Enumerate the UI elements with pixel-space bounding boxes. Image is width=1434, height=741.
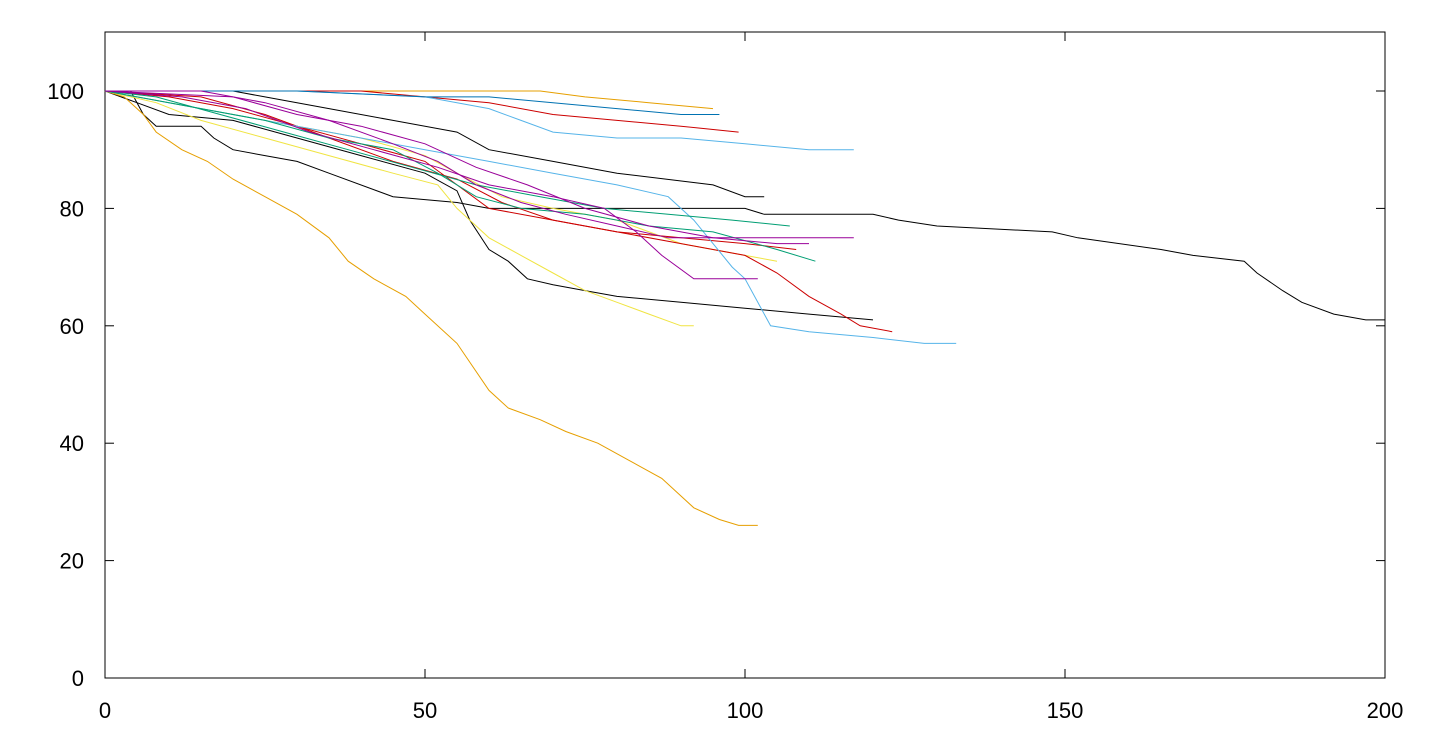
series-line-3 <box>105 90 765 198</box>
y-tick-label: 0 <box>72 666 84 691</box>
series-line-8 <box>104 90 893 333</box>
y-tick-label: 80 <box>60 196 84 221</box>
x-tick-label: 100 <box>727 698 764 723</box>
series-line-17 <box>104 90 758 280</box>
series-line-6 <box>104 90 694 327</box>
y-tick-label: 40 <box>60 431 84 456</box>
series-line-18 <box>104 90 809 245</box>
y-tick-label: 100 <box>47 79 84 104</box>
y-tick-label: 20 <box>60 549 84 574</box>
y-axis: 0 20 40 60 80 100 <box>47 79 1385 691</box>
series-line-7 <box>104 90 778 262</box>
y-tick-label: 60 <box>60 314 84 339</box>
series-line-15 <box>104 90 790 227</box>
x-tick-label: 150 <box>1047 698 1084 723</box>
series-line-1 <box>105 90 1385 321</box>
x-tick-label: 200 <box>1367 698 1404 723</box>
series-layer <box>104 90 1385 526</box>
series-line-13 <box>105 90 720 115</box>
x-axis: 0 50 100 150 200 <box>99 32 1403 723</box>
series-line-11 <box>105 90 854 151</box>
series-line-16 <box>105 90 854 239</box>
x-tick-label: 50 <box>413 698 437 723</box>
series-line-14 <box>104 90 816 262</box>
x-tick-label: 0 <box>99 698 111 723</box>
series-line-12 <box>104 90 957 344</box>
series-line-4 <box>104 90 758 526</box>
series-line-2 <box>104 90 874 321</box>
